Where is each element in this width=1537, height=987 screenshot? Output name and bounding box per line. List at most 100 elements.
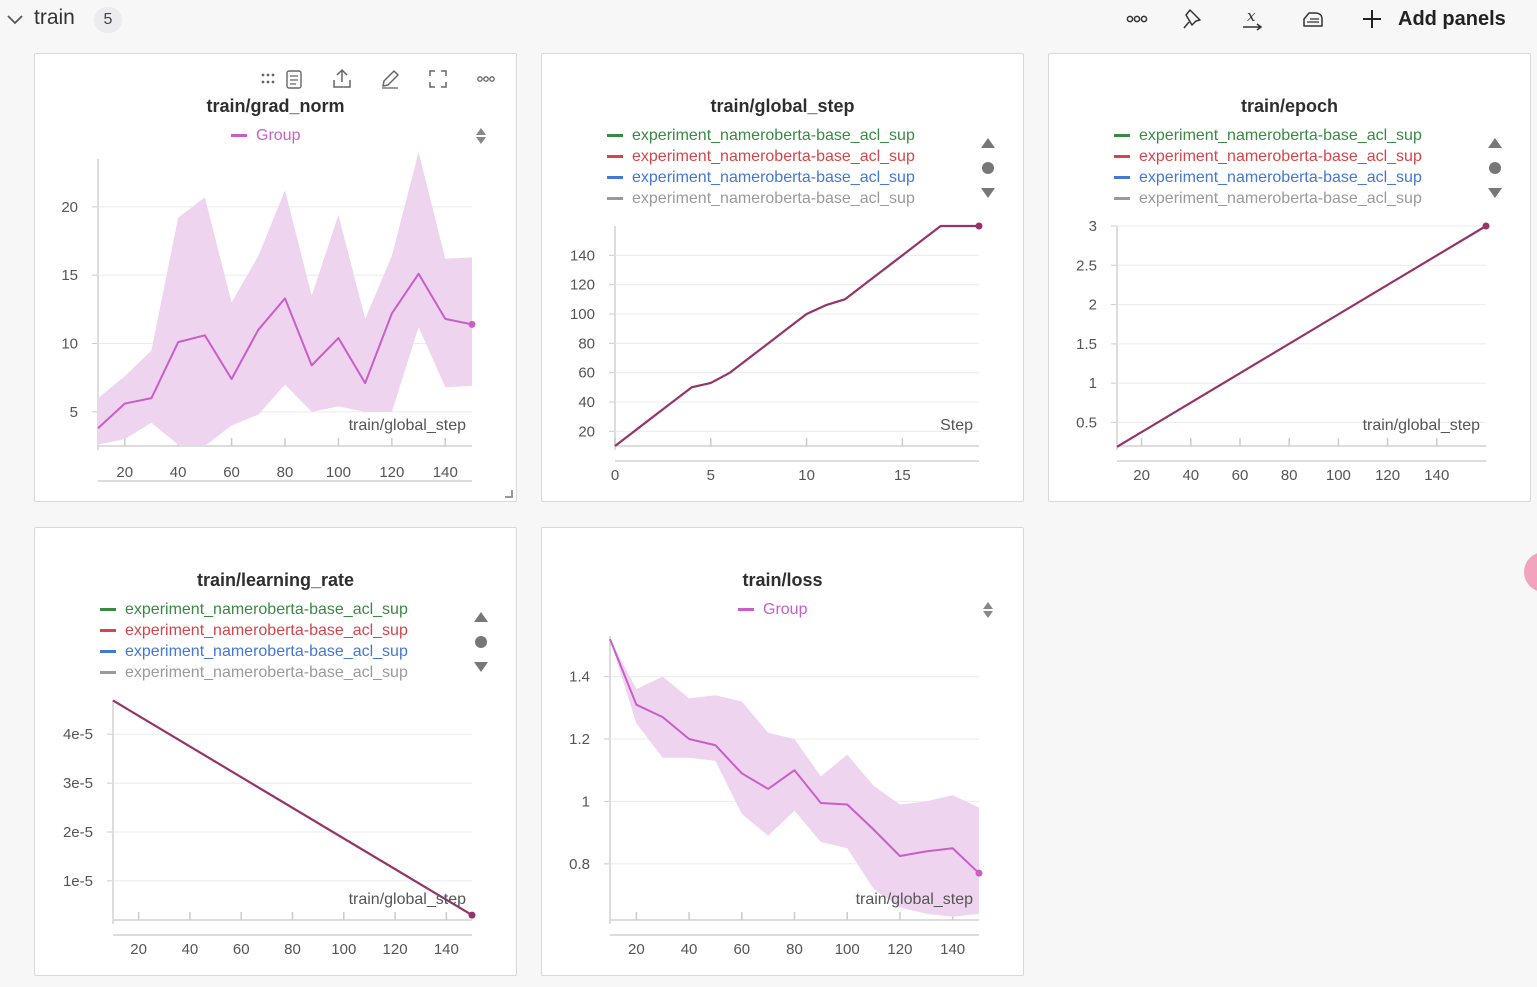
legend-dot-icon[interactable] [471,630,491,654]
legend-item[interactable]: experiment_nameroberta-base_acl_sup [1114,167,1422,188]
legend-item[interactable]: experiment_nameroberta-base_acl_sup [1114,188,1422,209]
legend-swatch [100,650,116,653]
learning-rate-chart[interactable]: 1e-5 2e-5 3e-5 4e-5 20 40 60 80 100 120 140 train/g… [35,528,518,977]
legend-up-icon[interactable] [978,132,998,156]
legend-item[interactable]: experiment_nameroberta-base_acl_sup [100,620,408,641]
chart-legend: experiment_nameroberta-base_acl_sup expe… [100,599,408,683]
clipboard-icon[interactable] [281,66,307,92]
x-tick-label: 100 [835,941,860,958]
legend-item[interactable]: experiment_nameroberta-base_acl_sup [100,641,408,662]
y-tick-label: 4e-5 [63,726,93,743]
y-tick-label: 1 [582,793,590,810]
x-tick-label: 40 [681,941,698,958]
sort-arrows-icon[interactable] [473,125,489,147]
series-line [1116,225,1487,448]
global-step-chart[interactable]: 20 40 60 80 100 120 140 0 5 10 15 Step [542,54,1025,503]
x-tick-label: 15 [894,467,911,484]
x-tick-label: 120 [887,941,912,958]
legend-item-group[interactable]: Group [231,125,300,146]
legend-pager [1485,132,1505,204]
legend-item[interactable]: experiment_nameroberta-base_acl_sup [100,599,408,620]
y-tick-label: 1.2 [569,731,590,748]
add-panels-button[interactable]: Add panels [1360,5,1506,33]
y-tick-label: 0.5 [1076,414,1097,431]
x-tick-label: 40 [170,464,187,481]
panel-title: train/epoch [1240,96,1338,116]
legend-label: experiment_nameroberta-base_acl_sup [632,147,915,165]
chart-legend: Group [231,125,300,146]
legend-swatch [607,155,623,158]
chevron-down-icon[interactable] [6,12,24,28]
legend-down-icon[interactable] [471,654,491,678]
legend-item[interactable]: experiment_nameroberta-base_acl_sup [1114,125,1422,146]
x-variable-icon[interactable]: x [1237,5,1267,33]
legend-item-group[interactable]: Group [738,599,807,620]
panel-title: train/grad_norm [206,96,345,116]
y-tick-label: 2 [1089,297,1097,314]
legend-dot-icon[interactable] [978,156,998,180]
legend-item[interactable]: experiment_nameroberta-base_acl_sup [607,167,915,188]
legend-item[interactable]: experiment_nameroberta-base_acl_sup [607,188,915,209]
legend-item[interactable]: experiment_nameroberta-base_acl_sup [1114,146,1422,167]
legend-label: Group [256,126,301,144]
more-options-icon[interactable] [473,66,499,92]
grad-norm-chart[interactable]: 5 10 15 20 20 40 60 80 100 120 140 train/global_ste… [35,54,518,503]
pin-icon[interactable] [1177,5,1207,33]
legend-item[interactable]: experiment_nameroberta-base_acl_sup [100,662,408,683]
legend-pager [471,606,491,678]
y-tick-label: 120 [570,277,595,294]
more-options-icon[interactable] [1121,5,1151,33]
y-tick-label: 3e-5 [63,775,93,792]
edit-icon[interactable] [377,66,403,92]
legend-dot-icon[interactable] [1485,156,1505,180]
x-tick-label: 100 [1326,467,1351,484]
legend-label: experiment_nameroberta-base_acl_sup [632,168,915,186]
y-tick-label: 10 [61,336,78,353]
x-tick-label: 10 [798,467,815,484]
clean-icon[interactable] [1297,5,1327,33]
x-tick-label: 5 [707,467,715,484]
sort-arrows-icon[interactable] [980,599,996,621]
x-tick-label: 80 [277,464,294,481]
legend-up-icon[interactable] [471,606,491,630]
chart-legend: Group [738,599,807,620]
resize-handle[interactable] [505,490,513,498]
legend-down-icon[interactable] [1485,180,1505,204]
x-tick-label: 40 [182,941,199,958]
legend-up-icon[interactable] [1485,132,1505,156]
legend-label: experiment_nameroberta-base_acl_sup [1139,189,1422,207]
legend-item[interactable]: experiment_nameroberta-base_acl_sup [607,125,915,146]
share-icon[interactable] [329,66,355,92]
fullscreen-icon[interactable] [425,66,451,92]
epoch-chart[interactable]: 0.5 1 1.5 2 2.5 3 20 40 60 80 100 120 140 train/globa… [1049,54,1532,503]
panel-toolbar [255,66,505,92]
legend-down-icon[interactable] [978,180,998,204]
loss-chart[interactable]: 0.8 1 1.2 1.4 20 40 60 80 100 120 140 train/global_… [542,528,1025,977]
y-tick-label: 2.5 [1076,257,1097,274]
series-end-point [468,911,476,919]
x-tick-label: 140 [433,464,458,481]
panel-epoch[interactable]: train/epoch experiment_nameroberta-base_… [1048,53,1531,502]
legend-item[interactable]: experiment_nameroberta-base_acl_sup [607,146,915,167]
drag-handle-icon[interactable] [257,66,283,92]
section-title[interactable]: train [34,6,75,29]
legend-swatch [100,608,116,611]
plus-icon [1363,10,1381,28]
y-tick-label: 1.4 [569,669,590,686]
panel-loss[interactable]: train/loss Group 0.8 1 1.2 1.4 20 40 60 80 100 12… [541,527,1024,976]
x-tick-label: 20 [116,464,133,481]
y-tick-label: 15 [61,267,78,284]
y-tick-label: 1e-5 [63,873,93,890]
panel-learning-rate[interactable]: train/learning_rate experiment_namerober… [34,527,517,976]
y-tick-label: 5 [70,404,78,421]
y-tick-label: 140 [570,247,595,264]
y-tick-label: 1 [1089,375,1097,392]
x-axis-title: train/global_step [1363,417,1481,434]
x-tick-label: 80 [1281,467,1298,484]
floating-action-button[interactable] [1524,552,1537,592]
y-tick-label: 20 [578,423,595,440]
panel-global-step[interactable]: train/global_step experiment_nameroberta… [541,53,1024,502]
chart-legend: experiment_nameroberta-base_acl_sup expe… [1114,125,1422,209]
series-line [614,224,979,447]
panel-grad-norm[interactable]: train/grad_norm Group 5 10 15 20 20 40 60 80 100… [34,53,517,502]
